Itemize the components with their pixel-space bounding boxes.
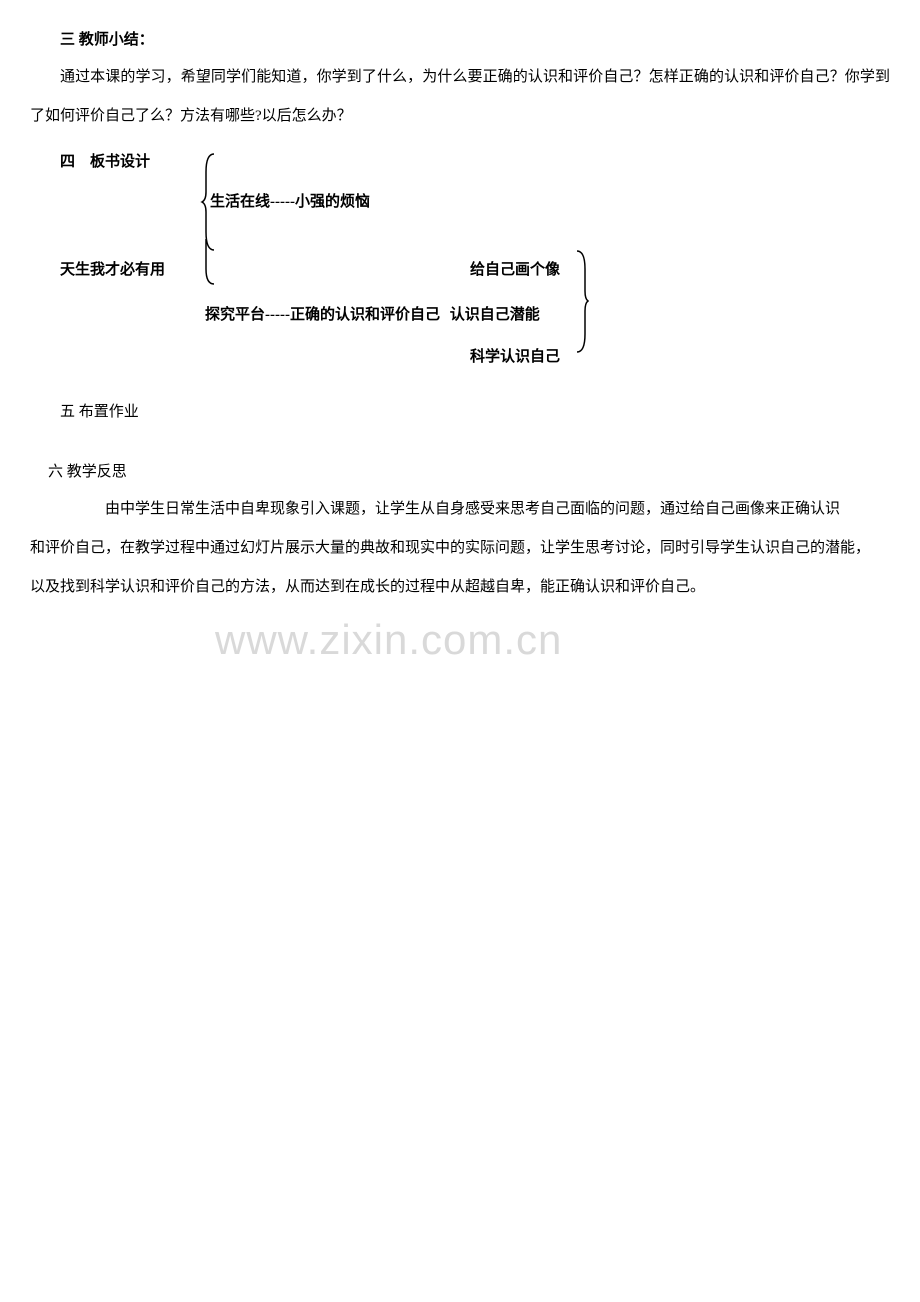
section-6-content-3: 以及找到科学认识和评价自己的方法，从而达到在成长的过程中从超越自卑，能正确认识和… <box>30 568 890 607</box>
section-6-content-1: 由中学生日常生活中自卑现象引入课题，让学生从自身感受来思考自己面临的问题，通过给… <box>30 490 890 529</box>
section-3-heading: 三 教师小结： <box>30 22 890 58</box>
board-sub-1: 给自己画个像 <box>470 252 560 288</box>
section-5-heading: 五 布置作业 <box>60 394 890 430</box>
section-3-content: 通过本课的学习，希望同学们能知道，你学到了什么，为什么要正确的认识和评价自己？怎… <box>30 58 890 136</box>
board-sub-2: 认识自己潜能 <box>450 307 540 323</box>
section-6-heading: 六 教学反思 <box>48 454 890 490</box>
board-main-title: 天生我才必有用 <box>60 252 165 288</box>
board-design-container: 四 板书设计 生活在线-----小强的烦恼 天生我才必有用 给自己画个像 探究平… <box>30 144 890 364</box>
right-brace-icon <box>575 249 589 354</box>
board-branch-1: 生活在线-----小强的烦恼 <box>210 184 370 220</box>
left-brace-bottom-icon <box>200 239 218 289</box>
section-6-content-2: 和评价自己，在教学过程中通过幻灯片展示大量的典故和现实中的实际问题，让学生思考讨… <box>30 529 890 568</box>
board-sub-3: 科学认识自己 <box>470 339 560 375</box>
board-branch-2: 探究平台-----正确的认识和评价自己 认识自己潜能 <box>205 297 540 333</box>
branch-2-text: 探究平台-----正确的认识和评价自己 <box>205 307 440 323</box>
section-4-heading: 四 板书设计 <box>60 144 150 180</box>
